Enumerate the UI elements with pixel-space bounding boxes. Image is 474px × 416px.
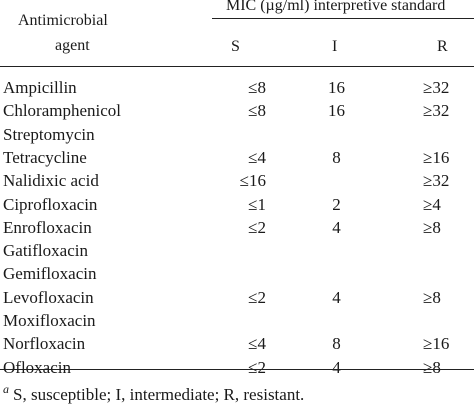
- susceptible-cell: ≤2: [248, 287, 266, 307]
- agent-cell: Chloramphenicol: [3, 101, 122, 121]
- table-row: Gatifloxacin: [0, 239, 474, 263]
- resistant-cell: ≥32: [423, 78, 450, 97]
- table-row: Ampicillin ≤8 16 ≥32: [0, 76, 474, 100]
- intermediate-cell: 2: [332, 194, 341, 214]
- agent-cell: Norfloxacin: [3, 334, 86, 354]
- resistant-cell: ≥8: [423, 287, 441, 307]
- intermediate-cell: 4: [332, 287, 341, 307]
- agent-cell: Ampicillin: [3, 78, 77, 97]
- susceptible-cell: ≤4: [248, 334, 266, 354]
- table-row: Moxifloxacin: [0, 309, 474, 333]
- intermediate-cell: 8: [332, 334, 341, 354]
- header-bottom-rule: [0, 66, 474, 67]
- susceptible-cell: ≤2: [248, 217, 266, 237]
- resistant-cell: ≥8: [423, 217, 441, 237]
- susceptible-cell: ≤8: [248, 101, 266, 121]
- column-header-i: I: [332, 38, 338, 55]
- column-header-s: S: [231, 38, 240, 55]
- table-bottom-rule: [0, 369, 474, 370]
- agent-cell: Nalidixic acid: [3, 171, 99, 191]
- resistant-cell: ≥16: [423, 147, 450, 167]
- standard-underline: [212, 18, 474, 19]
- agent-cell: Streptomycin: [3, 124, 95, 144]
- agent-cell: Gemifloxacin: [3, 264, 97, 284]
- agent-cell: Moxifloxacin: [3, 311, 96, 330]
- agent-cell: Gatifloxacin: [3, 241, 88, 261]
- agent-cell: Tetracycline: [3, 147, 87, 167]
- resistant-cell: ≥8: [423, 357, 441, 377]
- agent-cell: Ciprofloxacin: [3, 194, 98, 214]
- table-row: Ciprofloxacin ≤1 2 ≥4: [0, 193, 474, 217]
- footnote: a S, susceptible; I, intermediate; R, res…: [3, 382, 304, 405]
- table-row: Tetracycline ≤4 8 ≥16: [0, 146, 474, 170]
- table-row: Norfloxacin ≤4 8 ≥16: [0, 332, 474, 356]
- susceptible-cell: ≤8: [248, 78, 266, 97]
- agent-header-line1: Antimicrobial: [18, 12, 108, 29]
- intermediate-cell: 8: [332, 147, 341, 167]
- agent-cell: Levofloxacin: [3, 287, 94, 307]
- table-row: Gemifloxacin: [0, 262, 474, 286]
- table-row: Nalidixic acid ≤16 ≥32: [0, 169, 474, 193]
- mic-standard-header: MIC (µg/ml) interpretive standard: [226, 0, 446, 14]
- agent-cell: Enrofloxacin: [3, 217, 92, 237]
- table-row: Ofloxacin ≤2 4 ≥8: [0, 356, 474, 380]
- table-row: Enrofloxacin ≤2 4 ≥8: [0, 216, 474, 240]
- column-header-r: R: [437, 38, 448, 55]
- footnote-text: S, susceptible; I, intermediate; R, resi…: [13, 385, 305, 404]
- susceptible-cell: ≤4: [248, 147, 266, 167]
- intermediate-cell: 16: [328, 101, 345, 121]
- table-row: Streptomycin: [0, 123, 474, 147]
- intermediate-cell: 4: [332, 217, 341, 237]
- resistant-cell: ≥16: [423, 334, 450, 354]
- table-row: Levofloxacin ≤2 4 ≥8: [0, 286, 474, 310]
- susceptible-cell: ≤16: [239, 171, 266, 191]
- intermediate-cell: 4: [332, 357, 341, 377]
- resistant-cell: ≥32: [423, 171, 450, 191]
- agent-cell: Ofloxacin: [3, 357, 71, 377]
- susceptible-cell: ≤1: [248, 194, 266, 214]
- susceptible-cell: ≤2: [248, 357, 266, 377]
- intermediate-cell: 16: [328, 78, 345, 97]
- table-row: Chloramphenicol ≤8 16 ≥32: [0, 99, 474, 123]
- resistant-cell: ≥4: [423, 194, 441, 214]
- agent-header-line2: agent: [55, 37, 90, 54]
- resistant-cell: ≥32: [423, 101, 450, 121]
- footnote-marker: a: [3, 382, 9, 396]
